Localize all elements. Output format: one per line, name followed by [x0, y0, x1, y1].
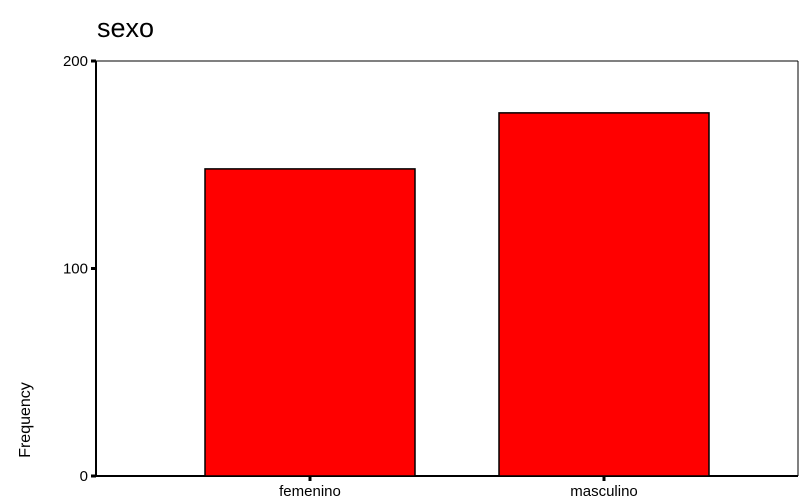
- bar-femenino: [204, 168, 416, 477]
- x-tick-label-masculino: masculino: [570, 483, 638, 500]
- y-tick-label-0: 0: [80, 468, 88, 485]
- bar-masculino: [498, 112, 710, 477]
- y-tick-label-1: 100: [63, 261, 88, 278]
- x-tick-label-femenino: femenino: [279, 483, 341, 500]
- y-tick-label-2: 200: [63, 53, 88, 70]
- chart-title: sexo: [97, 13, 154, 43]
- plot-area: 0 100 200 femenino masculino: [63, 53, 799, 500]
- y-axis-label: Frequency: [17, 382, 34, 458]
